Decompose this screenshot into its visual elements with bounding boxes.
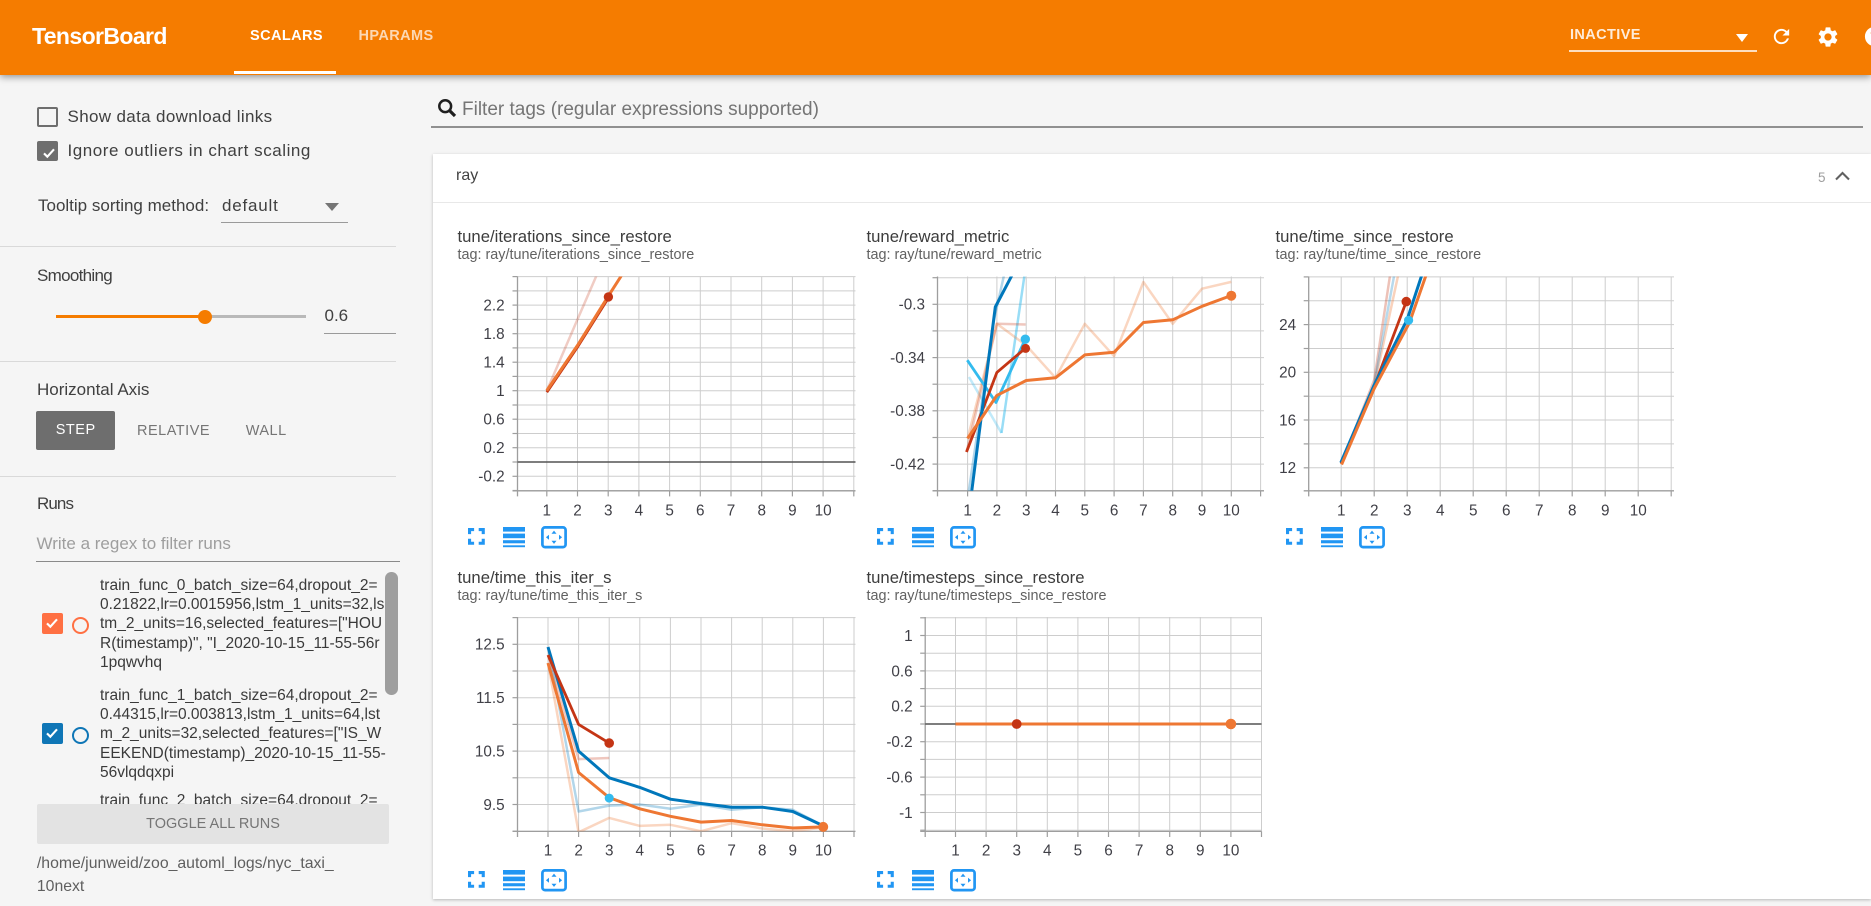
svg-text:10: 10 xyxy=(1630,503,1647,518)
svg-text:-0.2: -0.2 xyxy=(478,469,504,486)
svg-text:9: 9 xyxy=(789,842,798,859)
svg-text:9: 9 xyxy=(1198,503,1207,518)
svg-text:0.2: 0.2 xyxy=(483,440,504,457)
svg-text:6: 6 xyxy=(696,503,705,518)
svg-text:9: 9 xyxy=(1196,842,1205,859)
svg-text:6: 6 xyxy=(1110,503,1119,518)
svg-text:0.6: 0.6 xyxy=(891,663,912,680)
svg-text:5: 5 xyxy=(1074,842,1083,859)
svg-text:7: 7 xyxy=(1139,503,1148,518)
svg-text:11.5: 11.5 xyxy=(476,690,505,707)
svg-text:7: 7 xyxy=(1135,842,1144,859)
svg-text:0.2: 0.2 xyxy=(891,699,912,716)
svg-text:8: 8 xyxy=(757,503,766,518)
svg-text:0.6: 0.6 xyxy=(483,412,504,429)
svg-text:16: 16 xyxy=(1279,412,1296,429)
svg-text:5: 5 xyxy=(666,842,675,859)
svg-text:1: 1 xyxy=(963,503,972,518)
svg-text:12: 12 xyxy=(1279,460,1296,477)
svg-text:4: 4 xyxy=(1043,842,1052,859)
svg-text:-0.2: -0.2 xyxy=(886,734,912,751)
svg-text:6: 6 xyxy=(1104,842,1113,859)
svg-text:3: 3 xyxy=(1022,503,1031,518)
svg-text:8: 8 xyxy=(758,842,767,859)
svg-text:6: 6 xyxy=(1502,503,1511,518)
svg-text:1.4: 1.4 xyxy=(483,355,505,372)
svg-text:9: 9 xyxy=(788,503,797,518)
svg-text:10: 10 xyxy=(815,842,832,859)
svg-text:10: 10 xyxy=(815,503,832,518)
svg-text:1: 1 xyxy=(904,628,913,645)
svg-text:2: 2 xyxy=(982,842,991,859)
svg-text:3: 3 xyxy=(605,842,614,859)
svg-text:12.5: 12.5 xyxy=(475,637,505,654)
svg-text:7: 7 xyxy=(727,842,736,859)
svg-text:5: 5 xyxy=(665,503,674,518)
svg-text:-0.42: -0.42 xyxy=(890,457,925,474)
svg-text:-0.38: -0.38 xyxy=(890,403,925,420)
svg-text:-1: -1 xyxy=(899,805,913,822)
svg-text:-0.6: -0.6 xyxy=(886,770,912,787)
svg-text:10: 10 xyxy=(1222,842,1239,859)
svg-text:2: 2 xyxy=(993,503,1002,518)
svg-text:4: 4 xyxy=(636,842,645,859)
svg-text:1: 1 xyxy=(543,503,552,518)
svg-text:5: 5 xyxy=(1081,503,1090,518)
svg-text:2: 2 xyxy=(574,842,583,859)
svg-text:-0.34: -0.34 xyxy=(890,350,925,367)
svg-text:4: 4 xyxy=(635,503,644,518)
svg-text:2: 2 xyxy=(573,503,582,518)
svg-text:9: 9 xyxy=(1601,503,1610,518)
svg-text:1: 1 xyxy=(1337,503,1346,518)
svg-text:7: 7 xyxy=(1535,503,1544,518)
svg-text:1: 1 xyxy=(496,383,505,400)
svg-text:3: 3 xyxy=(1403,503,1412,518)
svg-text:24: 24 xyxy=(1279,317,1297,334)
svg-text:8: 8 xyxy=(1168,503,1177,518)
svg-text:7: 7 xyxy=(727,503,736,518)
svg-text:20: 20 xyxy=(1279,365,1296,382)
svg-text:1: 1 xyxy=(544,842,553,859)
svg-text:10.5: 10.5 xyxy=(475,744,505,761)
svg-text:1.8: 1.8 xyxy=(483,326,504,343)
svg-text:5: 5 xyxy=(1469,503,1478,518)
svg-text:3: 3 xyxy=(1012,842,1021,859)
svg-text:1: 1 xyxy=(951,842,960,859)
svg-text:9.5: 9.5 xyxy=(483,797,504,814)
svg-text:4: 4 xyxy=(1436,503,1445,518)
svg-text:6: 6 xyxy=(697,842,706,859)
svg-text:8: 8 xyxy=(1568,503,1577,518)
svg-text:8: 8 xyxy=(1165,842,1174,859)
svg-text:10: 10 xyxy=(1223,503,1240,518)
svg-text:2.2: 2.2 xyxy=(483,298,504,315)
svg-text:4: 4 xyxy=(1051,503,1060,518)
svg-text:2: 2 xyxy=(1370,503,1379,518)
svg-text:-0.3: -0.3 xyxy=(899,297,925,314)
svg-text:3: 3 xyxy=(604,503,613,518)
